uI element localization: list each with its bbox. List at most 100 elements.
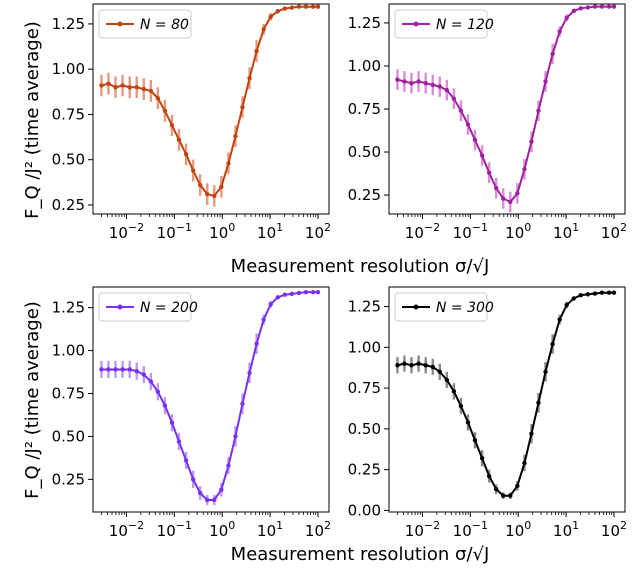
x-tick-label: 10−2	[405, 221, 440, 242]
data-point	[268, 14, 273, 19]
data-point	[148, 379, 154, 384]
data-point	[437, 369, 442, 374]
y-tick-label: 0.25	[52, 196, 85, 214]
data-point	[606, 4, 612, 9]
data-point	[402, 79, 407, 84]
y-tick-label: 0.75	[52, 384, 85, 402]
data-point	[162, 403, 168, 408]
x-tick-label: 101	[257, 221, 283, 242]
data-point	[501, 196, 506, 201]
data-point	[479, 153, 485, 158]
data-point	[536, 400, 541, 405]
data-point	[409, 363, 414, 368]
data-point	[162, 108, 168, 114]
data-point	[169, 420, 175, 425]
y-tick-label: 0.25	[348, 186, 381, 204]
x-tick-label: 10−1	[157, 221, 192, 242]
legend: N = 300	[394, 292, 494, 322]
x-tick-label: 10−1	[157, 519, 192, 540]
data-point	[564, 15, 569, 20]
y-tick-label: 0.50	[52, 151, 85, 169]
data-point	[465, 420, 471, 425]
data-point	[219, 487, 224, 492]
data-point	[409, 80, 414, 86]
data-point	[176, 137, 182, 142]
data-point	[205, 497, 210, 503]
data-point	[120, 83, 125, 88]
data-point	[508, 199, 513, 205]
ylabel-bottom: F_Q /J² (time average)	[22, 301, 43, 499]
data-point	[106, 81, 111, 86]
legend-box	[98, 9, 192, 39]
data-point	[458, 108, 464, 113]
data-point	[571, 8, 577, 14]
legend-marker	[413, 304, 419, 310]
x-tick-label: 100	[209, 519, 235, 540]
x-tick-label: 101	[553, 519, 579, 540]
x-tick-label: 101	[553, 221, 579, 242]
data-point	[310, 289, 316, 295]
data-point	[268, 301, 273, 307]
data-point	[254, 341, 259, 346]
legend-label: N = 300	[436, 300, 494, 316]
data-point	[611, 290, 617, 295]
data-point	[451, 96, 457, 101]
data-point	[508, 493, 513, 498]
data-point	[183, 458, 189, 463]
data-point	[169, 123, 175, 128]
data-point	[472, 438, 478, 443]
data-point	[148, 88, 154, 94]
data-point	[423, 363, 428, 368]
data-point	[296, 4, 302, 9]
x-tick-label: 100	[505, 519, 531, 540]
y-tick-label: 0.75	[52, 105, 85, 123]
y-tick-label: 1.25	[348, 14, 381, 32]
data-point	[416, 79, 421, 84]
data-point	[494, 486, 499, 492]
data-point	[515, 483, 520, 489]
y-tick-label: 1.25	[348, 298, 381, 316]
legend-marker	[117, 304, 123, 310]
data-point	[430, 364, 435, 370]
data-point	[212, 193, 217, 199]
data-point	[127, 367, 132, 372]
data-point	[543, 369, 548, 374]
x-tick-label: 102	[601, 519, 627, 540]
data-point	[479, 455, 485, 461]
ylabel-top: F_Q /J² (time average)	[22, 21, 43, 219]
data-point	[395, 77, 400, 82]
xlabel-top: Measurement resolution σ/√J	[231, 256, 490, 277]
data-point	[226, 463, 231, 468]
x-tick-label: 10−1	[453, 519, 488, 540]
data-point	[282, 6, 288, 11]
xlabel-bottom: Measurement resolution σ/√J	[231, 544, 490, 565]
data-point	[205, 191, 210, 197]
y-tick-label: 0.75	[348, 379, 381, 397]
data-point	[219, 184, 224, 190]
y-tick-label: 0.75	[348, 100, 381, 118]
data-point	[550, 51, 555, 57]
data-point	[315, 289, 321, 295]
data-point	[198, 490, 203, 496]
legend-label: N = 200	[140, 300, 198, 316]
data-point	[226, 161, 231, 166]
data-point	[578, 292, 584, 298]
data-point	[599, 4, 605, 9]
data-point	[198, 182, 203, 188]
data-point	[458, 403, 464, 409]
data-point	[296, 290, 302, 296]
data-point	[437, 84, 442, 89]
data-point	[141, 86, 146, 92]
data-point	[134, 85, 139, 90]
data-point	[275, 9, 281, 14]
legend-label: N = 80	[140, 17, 189, 33]
data-point	[606, 290, 612, 295]
data-point	[472, 137, 478, 143]
data-point	[261, 317, 266, 322]
x-tick-label: 100	[209, 221, 235, 242]
data-point	[585, 292, 591, 297]
y-tick-label: 1.25	[52, 299, 85, 317]
y-tick-label: 1.00	[348, 57, 381, 75]
data-point	[212, 497, 217, 503]
data-point	[99, 83, 104, 88]
